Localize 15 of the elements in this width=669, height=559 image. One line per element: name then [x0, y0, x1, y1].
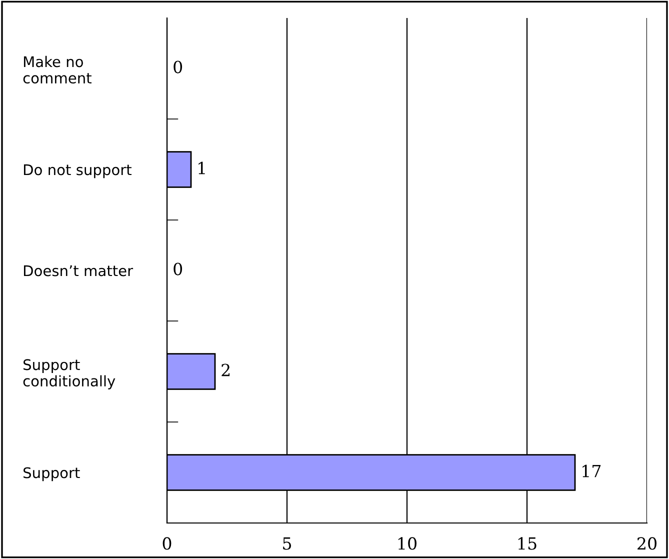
data-label: 1: [198, 162, 205, 174]
y-tick-label: Support conditionally: [23, 359, 116, 390]
x-tick-label: 0: [162, 537, 172, 550]
data-label: 0: [174, 262, 182, 276]
x-tick-label: 15: [518, 537, 536, 550]
y-tick-label: Do not support: [24, 164, 132, 178]
x-tick-label: 10: [398, 537, 416, 550]
data-label: 17: [582, 464, 601, 478]
y-tick-label: Doesn’t matter: [24, 265, 134, 276]
data-label: 2: [222, 364, 230, 376]
x-tick-label: 20: [638, 537, 656, 550]
y-tick-label: Support: [24, 467, 80, 482]
x-tick-label: 5: [283, 537, 292, 550]
y-tick-label: Make no comment: [23, 56, 92, 84]
data-label: 0: [174, 60, 182, 74]
